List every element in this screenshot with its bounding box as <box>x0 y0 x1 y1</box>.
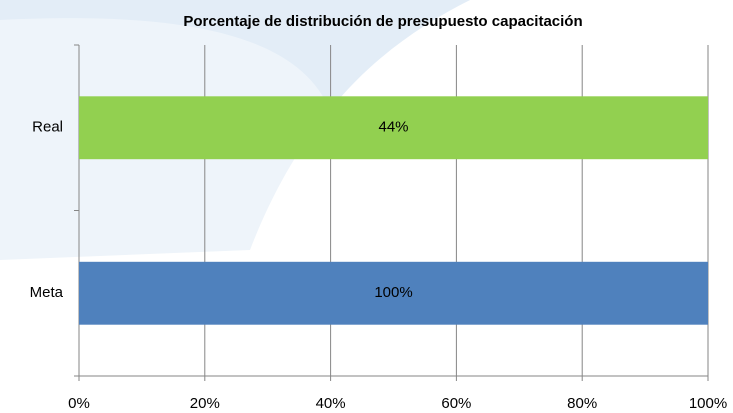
chart-title: Porcentaje de distribución de presupuest… <box>183 13 582 30</box>
x-tick-label: 40% <box>316 395 346 412</box>
x-tick-label: 0% <box>68 395 90 412</box>
data-label: 100% <box>374 284 412 301</box>
bar <box>79 261 708 325</box>
data-label: 44% <box>378 119 408 136</box>
y-tick-label: Real <box>32 119 63 136</box>
y-tick-label: Meta <box>30 284 64 301</box>
background-swoosh <box>0 0 470 110</box>
x-tick-label: 20% <box>190 395 220 412</box>
bar <box>79 96 708 160</box>
x-tick-label: 100% <box>689 395 727 412</box>
x-tick-label: 60% <box>441 395 471 412</box>
x-tick-label: 80% <box>567 395 597 412</box>
